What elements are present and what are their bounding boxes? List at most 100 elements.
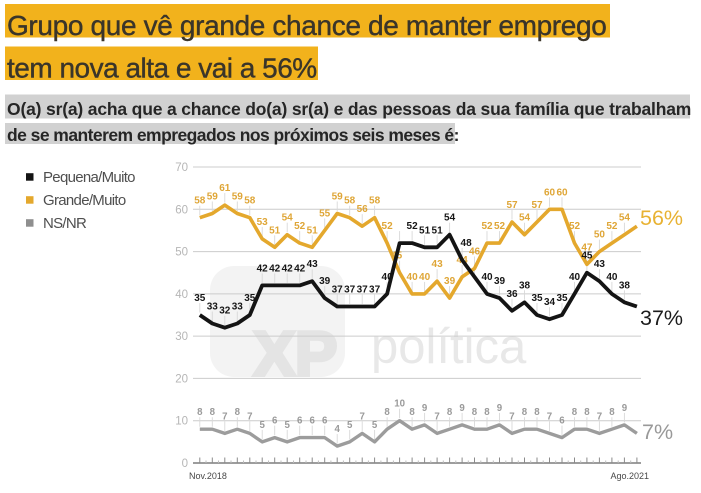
svg-text:58: 58 <box>344 196 356 207</box>
svg-text:35: 35 <box>556 293 568 304</box>
svg-text:53: 53 <box>257 217 269 228</box>
svg-text:Nov.2018: Nov.2018 <box>189 471 227 481</box>
svg-text:40: 40 <box>175 289 188 301</box>
svg-text:45: 45 <box>581 251 593 262</box>
svg-text:40: 40 <box>481 272 493 283</box>
svg-text:59: 59 <box>332 192 344 203</box>
svg-text:32: 32 <box>219 306 231 317</box>
svg-text:60: 60 <box>556 187 568 198</box>
svg-text:43: 43 <box>432 259 444 270</box>
svg-text:7: 7 <box>434 411 439 422</box>
svg-text:38: 38 <box>519 280 531 291</box>
svg-text:7%: 7% <box>642 420 673 444</box>
svg-text:Grupo que vê grande chance de: Grupo que vê grande chance de manter emp… <box>7 10 606 41</box>
svg-text:20: 20 <box>175 373 188 385</box>
svg-text:30: 30 <box>175 331 188 343</box>
svg-text:52: 52 <box>494 221 506 232</box>
svg-text:9: 9 <box>497 403 503 414</box>
svg-text:8: 8 <box>484 407 490 418</box>
svg-text:35: 35 <box>244 293 256 304</box>
svg-text:40: 40 <box>569 272 581 283</box>
svg-text:8: 8 <box>584 407 590 418</box>
svg-text:10: 10 <box>175 416 188 428</box>
svg-text:48: 48 <box>461 238 473 249</box>
svg-text:42: 42 <box>257 263 269 274</box>
svg-text:47: 47 <box>581 242 593 253</box>
svg-text:43: 43 <box>594 259 606 270</box>
svg-text:42: 42 <box>269 263 281 274</box>
svg-text:Grande/Muito: Grande/Muito <box>43 192 126 209</box>
svg-text:0: 0 <box>182 458 188 470</box>
svg-text:5: 5 <box>285 420 291 431</box>
svg-text:8: 8 <box>447 407 453 418</box>
svg-text:7: 7 <box>247 411 252 422</box>
svg-text:34: 34 <box>544 297 556 308</box>
svg-text:política: política <box>371 320 527 374</box>
svg-text:33: 33 <box>207 302 219 313</box>
svg-text:7: 7 <box>360 411 365 422</box>
svg-text:60: 60 <box>544 187 556 198</box>
svg-text:tem nova alta e vai a 56%: tem nova alta e vai a 56% <box>7 53 317 84</box>
svg-text:40: 40 <box>419 272 431 283</box>
svg-text:Ago.2021: Ago.2021 <box>610 471 649 481</box>
svg-text:8: 8 <box>572 407 578 418</box>
svg-text:54: 54 <box>282 213 294 224</box>
svg-text:38: 38 <box>619 280 631 291</box>
svg-text:37: 37 <box>369 285 381 296</box>
svg-text:NS/NR: NS/NR <box>43 215 87 232</box>
svg-text:7: 7 <box>547 411 552 422</box>
svg-text:58: 58 <box>194 196 206 207</box>
svg-text:52: 52 <box>606 221 618 232</box>
svg-text:9: 9 <box>422 403 428 414</box>
svg-text:36: 36 <box>506 289 518 300</box>
svg-text:6: 6 <box>322 416 328 427</box>
svg-text:9: 9 <box>622 403 628 414</box>
svg-text:8: 8 <box>235 407 241 418</box>
svg-text:7: 7 <box>597 411 602 422</box>
svg-text:52: 52 <box>407 221 419 232</box>
svg-text:XP: XP <box>253 318 336 390</box>
svg-text:9: 9 <box>459 403 465 414</box>
svg-text:8: 8 <box>472 407 478 418</box>
svg-text:50: 50 <box>594 230 606 241</box>
svg-text:6: 6 <box>559 416 565 427</box>
svg-text:70: 70 <box>175 162 188 174</box>
svg-text:5: 5 <box>347 420 353 431</box>
svg-text:4: 4 <box>335 424 341 435</box>
svg-text:39: 39 <box>444 276 456 287</box>
svg-text:52: 52 <box>569 221 581 232</box>
svg-text:59: 59 <box>232 192 244 203</box>
svg-text:51: 51 <box>419 225 431 236</box>
svg-text:40: 40 <box>606 272 618 283</box>
svg-text:37: 37 <box>332 285 344 296</box>
svg-text:39: 39 <box>319 276 331 287</box>
svg-text:Pequena/Muito: Pequena/Muito <box>43 169 135 186</box>
svg-text:8: 8 <box>409 407 415 418</box>
svg-text:51: 51 <box>307 225 319 236</box>
svg-text:54: 54 <box>619 213 631 224</box>
svg-text:46: 46 <box>469 247 481 258</box>
svg-text:8: 8 <box>522 407 528 418</box>
svg-text:10: 10 <box>394 399 405 410</box>
svg-text:6: 6 <box>310 416 316 427</box>
svg-text:61: 61 <box>219 183 231 194</box>
svg-text:54: 54 <box>444 213 456 224</box>
svg-text:37: 37 <box>344 285 356 296</box>
svg-text:39: 39 <box>494 276 506 287</box>
svg-text:35: 35 <box>194 293 206 304</box>
svg-text:59: 59 <box>207 192 219 203</box>
svg-text:52: 52 <box>294 221 306 232</box>
svg-text:57: 57 <box>506 200 518 211</box>
svg-text:8: 8 <box>210 407 216 418</box>
svg-text:54: 54 <box>519 213 531 224</box>
svg-text:42: 42 <box>294 263 306 274</box>
svg-text:52: 52 <box>382 221 394 232</box>
svg-text:58: 58 <box>369 196 381 207</box>
svg-text:8: 8 <box>609 407 615 418</box>
svg-text:56%: 56% <box>640 206 683 230</box>
svg-text:52: 52 <box>481 221 493 232</box>
svg-text:6: 6 <box>297 416 303 427</box>
svg-text:50: 50 <box>175 247 188 259</box>
svg-text:de se manterem empregados nos: de se manterem empregados nos próximos s… <box>7 125 459 145</box>
svg-text:51: 51 <box>432 225 444 236</box>
